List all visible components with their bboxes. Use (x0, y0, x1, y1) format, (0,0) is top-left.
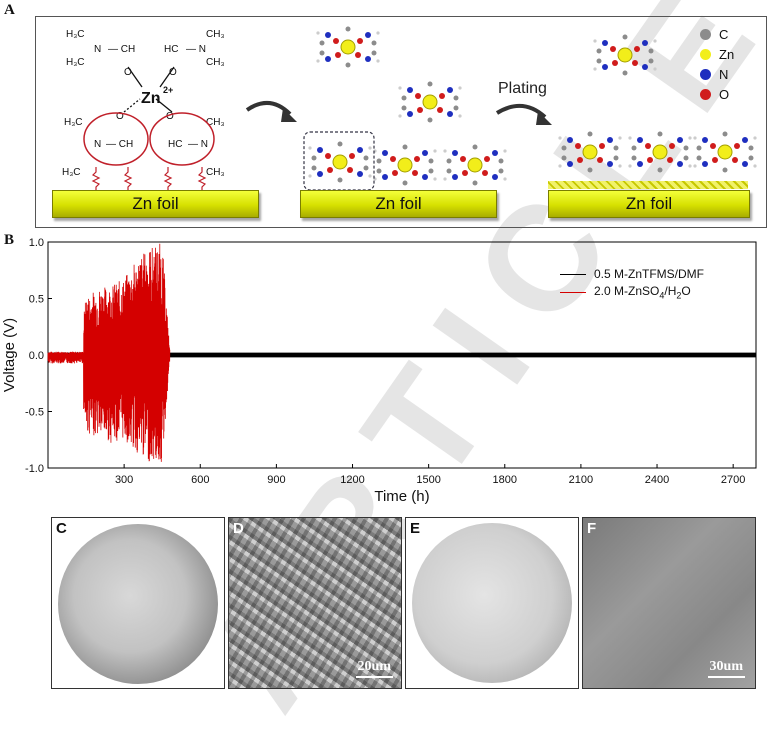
panel-a-letter: A (4, 2, 15, 18)
atom-legend: C Zn N O (700, 24, 755, 104)
dmf-coordination-diagram: H₃C H₃C N — CH O HC — N CH₃ CH₃ O H₃C H₃C N — … (62, 29, 225, 191)
legend-item-zn: Zn (700, 44, 755, 64)
sem-label-e: E (410, 520, 421, 537)
svg-text:O: O (116, 111, 124, 122)
svg-text:O: O (169, 67, 177, 78)
x-tick-label: 2400 (645, 474, 669, 486)
svg-text:N: N (94, 44, 101, 55)
svg-text:HC: HC (164, 44, 178, 55)
x-tick-label: 300 (115, 474, 133, 486)
zn-foil-3: Zn foil (548, 190, 750, 218)
scale-bar-d: 20um (355, 659, 393, 678)
svg-text:CH₃: CH₃ (206, 57, 225, 68)
legend-label-c: C (719, 26, 729, 42)
y-tick-label: 0.0 (29, 350, 44, 362)
zn-dmf-complexes (303, 26, 758, 191)
voltage-time-chart: 1.0 0.5 0.0 -0.5 -1.0 300 600 900 1200 1500 1800 21… (1, 237, 757, 505)
sem-image-e: E (405, 517, 579, 689)
oxygen-dot-icon (700, 88, 711, 100)
y-tick-label: 0.5 (29, 294, 44, 306)
sem-image-d: D 20um (228, 517, 402, 689)
panel-a-frame (35, 16, 767, 228)
legend-line-red (560, 291, 586, 293)
legend-label-znso4: 2.0 M-ZnSO4/H2O (594, 283, 691, 301)
zinc-dot-icon (700, 48, 711, 60)
svg-text:O: O (166, 111, 174, 122)
svg-text:CH₃: CH₃ (206, 29, 225, 40)
chart-legend: 0.5 M-ZnTFMS/DMF 2.0 M-ZnSO4/H2O (560, 265, 704, 301)
y-tick-label: 1.0 (29, 237, 44, 249)
svg-text:— N: — N (188, 139, 208, 150)
arrow-2-icon (495, 104, 552, 125)
sem-image-c: C (51, 517, 225, 689)
sem-label-d: D (233, 520, 244, 537)
legend-row-znso4: 2.0 M-ZnSO4/H2O (560, 283, 704, 301)
sem-disc-c (58, 524, 218, 684)
svg-text:H₃C: H₃C (66, 29, 85, 40)
zn-deposit-layer (548, 181, 748, 189)
svg-text:— CH: — CH (106, 139, 133, 150)
svg-text:HC: HC (168, 139, 182, 150)
legend-label-o: O (719, 86, 730, 102)
sem-image-f: F 30um (582, 517, 756, 689)
x-tick-label: 1800 (493, 474, 517, 486)
carbon-dot-icon (700, 28, 711, 40)
legend-item-o: O (700, 84, 755, 104)
svg-text:O: O (124, 67, 132, 78)
svg-text:N: N (94, 139, 101, 150)
x-tick-label: 900 (267, 474, 285, 486)
y-tick-label: -1.0 (25, 463, 44, 475)
y-axis-label: Voltage (V) (1, 318, 18, 392)
svg-text:— CH: — CH (108, 44, 135, 55)
zn-ion-label: Zn (141, 90, 161, 107)
sem-label-f: F (587, 520, 597, 537)
sem-disc-e (412, 523, 572, 683)
arrow-1-icon (245, 101, 297, 122)
y-tick-label: -0.5 (25, 407, 44, 419)
legend-item-c: C (700, 24, 755, 44)
nitrogen-dot-icon (700, 68, 711, 80)
panel-b-letter: B (4, 232, 15, 248)
x-tick-label: 2100 (569, 474, 593, 486)
legend-row-dmf: 0.5 M-ZnTFMS/DMF (560, 265, 704, 283)
scale-bar-f: 30um (707, 659, 745, 678)
legend-label-n: N (719, 66, 729, 82)
x-tick-label: 1200 (340, 474, 364, 486)
svg-text:— N: — N (186, 44, 206, 55)
legend-line-black (560, 273, 586, 275)
x-tick-label: 2700 (721, 474, 745, 486)
legend-item-n: N (700, 64, 755, 84)
zn-foil-2: Zn foil (300, 190, 497, 218)
sem-label-c: C (56, 520, 67, 537)
zn-foil-1: Zn foil (52, 190, 259, 218)
svg-text:H₃C: H₃C (64, 117, 83, 128)
zn-charge-label: 2+ (163, 85, 173, 95)
svg-text:H₃C: H₃C (66, 57, 85, 68)
legend-label-zn: Zn (719, 46, 735, 62)
series-znso4-line (47, 243, 171, 462)
x-tick-label: 600 (191, 474, 209, 486)
x-axis-label: Time (h) (374, 488, 429, 505)
x-tick-label: 1500 (416, 474, 440, 486)
svg-text:CH₃: CH₃ (206, 167, 225, 178)
plating-label: Plating (498, 80, 547, 97)
svg-text:H₃C: H₃C (62, 167, 81, 178)
svg-text:CH₃: CH₃ (206, 117, 225, 128)
legend-label-dmf: 0.5 M-ZnTFMS/DMF (594, 267, 704, 281)
